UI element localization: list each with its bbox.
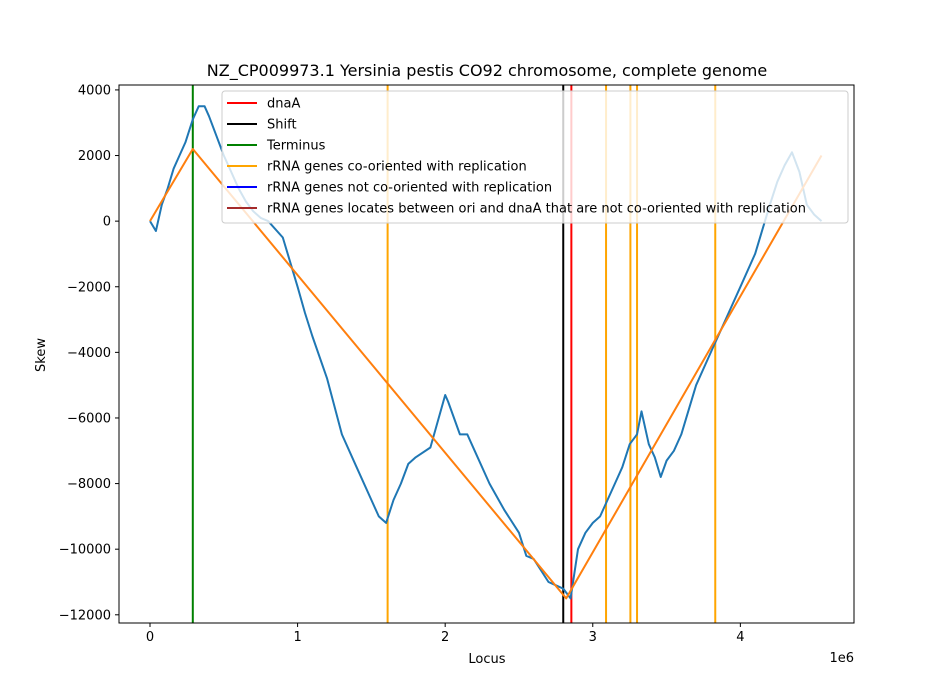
legend-box: [221, 90, 849, 224]
legend: dnaA Shift Terminus rRNA genes co-oriented …: [221, 90, 849, 224]
axes: 0 1 2 3 4 −12000 −10000 −8000 −6000 −4000 −2000 0 20…: [59, 83, 855, 645]
y-tick-label-6: 0: [103, 215, 111, 230]
legend-label-2: Terminus: [266, 139, 326, 154]
series-line-1: [149, 148, 823, 600]
y-tick-label-2: −8000: [67, 477, 111, 492]
legend-label-0: dnaA: [267, 97, 300, 112]
y-tick-label-8: 4000: [78, 83, 111, 98]
y-axis-label: Skew: [34, 338, 49, 372]
x-tick-label-4: 4: [736, 630, 744, 645]
y-tick-label-3: −6000: [67, 411, 111, 426]
x-tick-label-1: 1: [293, 630, 301, 645]
legend-label-3: rRNA genes co-oriented with replication: [267, 160, 527, 175]
x-tick-label-2: 2: [441, 630, 449, 645]
x-tick-label-3: 3: [589, 630, 597, 645]
y-tick-label-1: −10000: [59, 543, 111, 558]
y-tick-label-5: −2000: [67, 280, 111, 295]
chart-title: NZ_CP009973.1 Yersinia pestis CO92 chrom…: [207, 61, 767, 81]
y-tick-label-7: 2000: [78, 149, 111, 164]
x-axis-label: Locus: [468, 652, 505, 667]
legend-label-5: rRNA genes locates between ori and dnaA …: [267, 202, 806, 217]
y-tick-label-0: −12000: [59, 608, 111, 623]
legend-label-4: rRNA genes not co-oriented with replicat…: [267, 181, 552, 196]
y-tick-label-4: −4000: [67, 346, 111, 361]
legend-label-1: Shift: [267, 118, 297, 133]
x-tick-label-0: 0: [146, 630, 154, 645]
x-axis-offset-label: 1e6: [829, 651, 854, 666]
plot-frame: [118, 84, 855, 624]
